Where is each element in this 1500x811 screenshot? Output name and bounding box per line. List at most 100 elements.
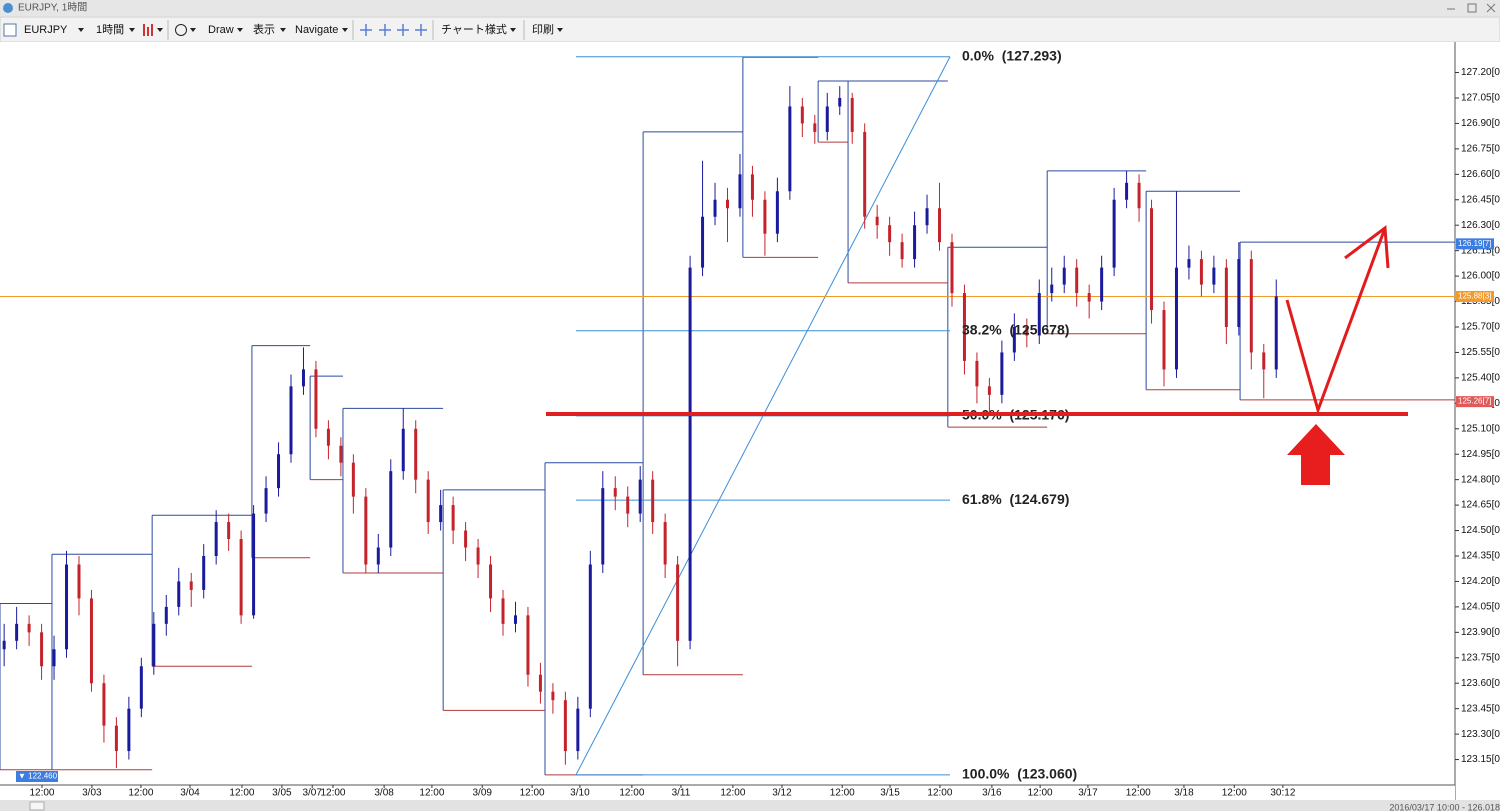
candle-body bbox=[376, 547, 380, 565]
candle-body bbox=[913, 225, 917, 260]
forecast-arrow bbox=[1285, 227, 1387, 415]
view-menu[interactable]: 表示 bbox=[253, 22, 275, 36]
candle-body bbox=[301, 369, 305, 387]
candle-body bbox=[464, 530, 468, 548]
candle-body bbox=[264, 488, 268, 514]
y-tick-label: 126.30[0] bbox=[1461, 220, 1500, 231]
chart-style-menu[interactable]: チャート様式 bbox=[441, 22, 507, 36]
close-button[interactable] bbox=[1486, 3, 1496, 13]
candle-body bbox=[1087, 293, 1091, 302]
candle-body bbox=[538, 674, 542, 692]
arrow-head bbox=[1344, 225, 1390, 269]
candle-body bbox=[239, 539, 243, 616]
dropdown-arrow[interactable] bbox=[510, 28, 516, 32]
candle-body bbox=[975, 360, 979, 387]
candle-body bbox=[726, 199, 729, 209]
candle-body bbox=[1000, 352, 1004, 395]
object-tool[interactable] bbox=[175, 24, 187, 36]
candle-body bbox=[701, 216, 705, 268]
dropdown-arrow[interactable] bbox=[557, 28, 563, 32]
candle-body bbox=[439, 505, 443, 523]
candle-body bbox=[501, 598, 505, 624]
candle-body bbox=[1162, 310, 1166, 370]
price-tag-label: 126.19[7] bbox=[1458, 239, 1491, 248]
price-tag bbox=[1456, 396, 1494, 408]
candle-body bbox=[15, 623, 19, 641]
x-tick-label: 12:00 bbox=[619, 788, 644, 799]
candle-body bbox=[1262, 352, 1266, 370]
x-tick-label: 12:00 bbox=[1222, 788, 1247, 799]
y-tick-label: 125.10[0] bbox=[1461, 423, 1500, 434]
dropdown-arrow[interactable] bbox=[129, 28, 135, 32]
candle-body bbox=[925, 208, 929, 226]
timeframe-select[interactable]: 1時間 bbox=[96, 23, 124, 36]
dropdown-arrow[interactable] bbox=[280, 28, 286, 32]
candle-body bbox=[613, 488, 617, 497]
y-tick-label: 124.50[0] bbox=[1461, 525, 1500, 536]
x-tick-label: 3/08 bbox=[374, 788, 394, 799]
candle-body bbox=[1174, 267, 1178, 370]
menu-icon[interactable] bbox=[3, 23, 17, 37]
y-tick-label: 126.75[0] bbox=[1461, 144, 1500, 155]
y-tick-label: 125.40[0] bbox=[1461, 373, 1500, 384]
y-tick-label: 126.45[0] bbox=[1461, 194, 1500, 205]
y-tick-label: 123.15[0] bbox=[1461, 754, 1500, 765]
candle-body bbox=[576, 708, 580, 752]
crosshair-tools[interactable] bbox=[360, 24, 427, 36]
candle-body bbox=[1212, 267, 1216, 285]
draw-menu[interactable]: Draw bbox=[208, 24, 234, 36]
x-tick-label: 3/11 bbox=[672, 788, 691, 799]
x-tick-label: 3/16 bbox=[982, 788, 1002, 799]
candle-body bbox=[1012, 326, 1016, 353]
navigate-menu[interactable]: Navigate bbox=[295, 24, 338, 36]
candle-body bbox=[638, 479, 642, 514]
symbol-select[interactable]: EURJPY bbox=[24, 24, 68, 36]
chart-type-icon[interactable] bbox=[143, 24, 153, 36]
candle-body bbox=[364, 496, 368, 565]
candle-body bbox=[863, 131, 867, 217]
candle-body bbox=[202, 555, 206, 590]
candle-body bbox=[676, 564, 680, 641]
x-tick-label: 3/07 bbox=[302, 788, 322, 799]
dropdown-arrow[interactable] bbox=[157, 28, 163, 32]
dropdown-arrow[interactable] bbox=[237, 28, 243, 32]
lower-price-tag-label: ▼ 122.460 bbox=[18, 772, 58, 781]
candle-body bbox=[1050, 284, 1054, 294]
up-arrow bbox=[1287, 424, 1345, 485]
y-tick-label: 124.95[0] bbox=[1461, 449, 1500, 460]
x-tick-label: 12:00 bbox=[128, 788, 153, 799]
candle-body bbox=[651, 479, 655, 523]
status-text: 2016/03/17 10:00 - 126.018 bbox=[1389, 802, 1500, 811]
candle-body bbox=[1100, 267, 1104, 302]
y-tick-label: 126.60[0] bbox=[1461, 169, 1500, 180]
candle-body bbox=[1062, 267, 1066, 285]
y-tick-label: 126.90[0] bbox=[1461, 118, 1500, 129]
print-menu[interactable]: 印刷 bbox=[532, 23, 554, 36]
candle-body bbox=[102, 683, 106, 726]
x-tick-label: 12:00 bbox=[520, 788, 545, 799]
y-tick-label: 124.05[0] bbox=[1461, 602, 1500, 613]
app-icon bbox=[3, 3, 13, 13]
scroll-button[interactable] bbox=[29, 801, 45, 811]
candle-body bbox=[389, 471, 393, 548]
candle-body bbox=[626, 496, 630, 514]
price-tag-label: 125.88[3] bbox=[1458, 292, 1491, 301]
x-tick-label: 12:00 bbox=[927, 788, 952, 799]
candle-body bbox=[888, 225, 892, 243]
maximize-button[interactable] bbox=[1467, 3, 1477, 13]
y-tick-label: 126.15[0] bbox=[1461, 245, 1500, 256]
candle-body bbox=[489, 564, 493, 599]
candle-body bbox=[314, 369, 318, 429]
dropdown-arrow[interactable] bbox=[342, 28, 348, 32]
price-tag-label: 125.26[7] bbox=[1458, 397, 1491, 406]
candle-body bbox=[127, 708, 131, 752]
candle-body bbox=[1025, 326, 1029, 336]
candle-body bbox=[713, 199, 717, 217]
candle-body bbox=[476, 547, 480, 565]
y-tick-label: 123.45[0] bbox=[1461, 703, 1500, 714]
dropdown-arrow[interactable] bbox=[190, 28, 196, 32]
dropdown-arrow[interactable] bbox=[78, 28, 84, 32]
candle-body bbox=[588, 564, 592, 709]
candle-body bbox=[688, 267, 692, 641]
